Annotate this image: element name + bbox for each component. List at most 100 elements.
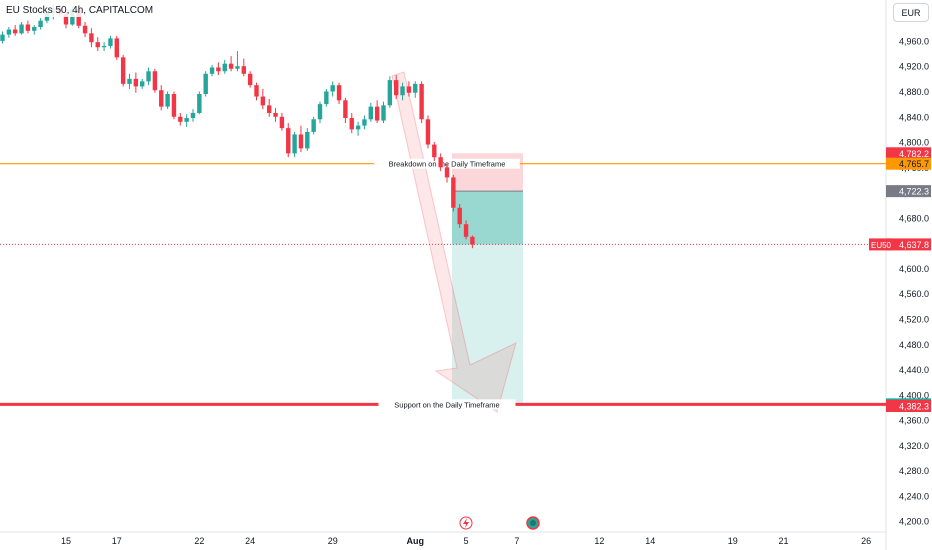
time-tick-label: 24: [245, 536, 255, 546]
price-tick-label: 4,680.0: [899, 213, 929, 223]
price-tick-label: 4,520.0: [899, 314, 929, 324]
event-icon-inner: [530, 520, 536, 526]
price-tick-label: 4,560.0: [899, 289, 929, 299]
time-tick-label: Aug: [407, 536, 425, 546]
candle-body: [63, 14, 69, 25]
take-profit-progress: [452, 191, 523, 245]
candle-body: [19, 24, 24, 34]
entry-price-badge: 4,722.3: [899, 187, 929, 197]
candle-body: [133, 78, 139, 87]
candle-body: [13, 29, 18, 34]
price-tick-label: 4,600.0: [899, 264, 929, 274]
candle-body: [152, 71, 158, 91]
time-tick-label: 19: [728, 536, 738, 546]
candle-body: [190, 112, 196, 119]
candle-body: [349, 118, 354, 130]
time-tick-label: 14: [645, 536, 655, 546]
candle-body: [311, 119, 316, 132]
candle-body: [444, 167, 450, 178]
price-tick-label: 4,400.0: [899, 390, 929, 400]
currency-button[interactable]: EUR: [893, 3, 929, 22]
symbol-tag: EU50: [871, 241, 892, 250]
candle-body: [298, 134, 304, 149]
candle-body: [279, 116, 285, 129]
candle-body: [140, 81, 145, 87]
candle-body: [343, 100, 348, 119]
candle-body: [6, 29, 12, 35]
time-tick-label: 5: [464, 536, 469, 546]
candle-body: [165, 94, 170, 107]
candle-body: [25, 24, 31, 31]
candle-body: [438, 157, 443, 168]
price-tick-label: 4,360.0: [899, 416, 929, 426]
candle-body: [324, 91, 329, 105]
candle-body: [101, 45, 107, 48]
candle-body: [387, 80, 393, 106]
time-tick-label: 22: [194, 536, 204, 546]
candle-body: [114, 38, 119, 58]
target-price-badge: 4,382.3: [899, 402, 929, 412]
candle-body: [355, 125, 361, 130]
candle-body: [32, 27, 37, 31]
price-axis-panel: [886, 0, 932, 550]
candle-body: [222, 63, 227, 72]
stop-price-badge: 4,782.2: [899, 149, 929, 159]
candle-body: [457, 207, 462, 225]
stop-price-badge-bg: [886, 147, 931, 160]
candle-body: [381, 105, 386, 121]
candle-body: [317, 104, 323, 120]
candle-body: [292, 134, 297, 154]
breakdown-price-badge: 4,765.7: [899, 159, 929, 169]
price-tick-label: 4,320.0: [899, 441, 929, 451]
candle-body: [413, 83, 418, 93]
support-annotation: Support on the Daily Timeframe: [394, 400, 499, 409]
candle-body: [108, 38, 113, 46]
price-tick-label: 4,840.0: [899, 112, 929, 122]
price-tick-label: 4,480.0: [899, 340, 929, 350]
candle-body: [394, 80, 399, 96]
symbol-legend[interactable]: EU Stocks 50, 4h, CAPITALCOM: [4, 4, 156, 17]
candle-body: [95, 42, 100, 48]
candle-body: [286, 128, 291, 154]
candle-body: [178, 116, 183, 122]
entry-price-badge-bg: [886, 185, 931, 198]
candle-body: [76, 9, 81, 26]
candle-body: [0, 34, 5, 41]
candle-body: [247, 73, 253, 86]
candle-body: [82, 25, 88, 34]
candle-body: [38, 20, 43, 28]
candle-body: [127, 78, 132, 84]
candle-body: [228, 63, 234, 69]
candle-body: [197, 94, 202, 113]
candle-body: [171, 94, 177, 117]
price-tick-label: 4,800.0: [899, 138, 929, 148]
candles-group: [0, 4, 475, 249]
candle-body: [463, 224, 469, 237]
time-tick-label: 17: [112, 536, 122, 546]
price-tick-label: 4,240.0: [899, 491, 929, 501]
candle-body: [267, 105, 272, 113]
candle-body: [400, 86, 405, 96]
candle-body: [203, 73, 208, 95]
price-tick-label: 4,440.0: [899, 365, 929, 375]
candle-body: [235, 66, 240, 69]
price-tick-label: 4,920.0: [899, 62, 929, 72]
time-tick-label: 15: [61, 536, 71, 546]
forecast-arrow: [391, 71, 517, 413]
candle-body: [362, 119, 367, 126]
candle-body: [470, 236, 475, 245]
candle-body: [209, 67, 215, 74]
take-profit-zone: [452, 191, 523, 407]
candle-body: [273, 112, 278, 117]
candle-body: [406, 86, 412, 93]
candle-body: [432, 144, 437, 158]
support-annotation-bg: [378, 399, 516, 410]
candle-body: [368, 106, 373, 120]
candle-body: [120, 57, 126, 84]
candle-body: [425, 119, 431, 145]
candle-body: [451, 177, 456, 208]
candle-body: [374, 106, 380, 121]
candle-body: [241, 66, 246, 74]
time-tick-label: 29: [328, 536, 338, 546]
